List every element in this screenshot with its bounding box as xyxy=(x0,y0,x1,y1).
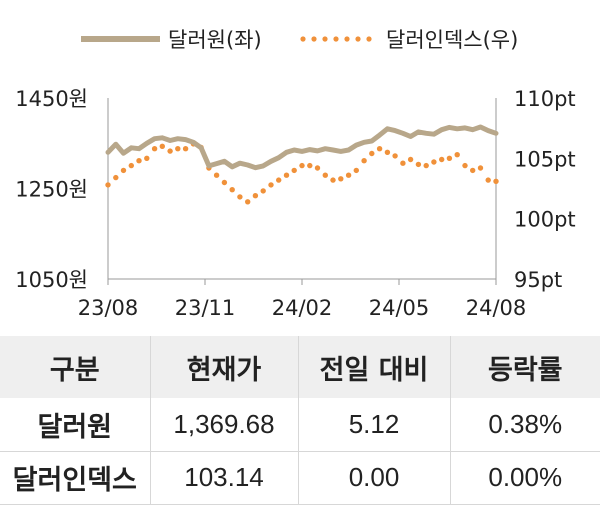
dxy-point xyxy=(400,160,406,166)
header-category: 구분 xyxy=(0,336,151,398)
row-daily-change: 5.12 xyxy=(298,398,451,451)
x-tick-label: 24/05 xyxy=(369,296,430,320)
dxy-point xyxy=(338,176,344,182)
legend-swatch-dot-dxy xyxy=(322,36,328,42)
dxy-point xyxy=(314,165,321,171)
dxy-point xyxy=(144,155,150,161)
header-daily-change: 전일 대비 xyxy=(298,336,451,398)
dxy-point xyxy=(151,146,158,152)
dxy-point xyxy=(105,182,111,188)
exchange-rate-table: 구분 현재가 전일 대비 등락률 달러원 1,369.68 5.12 0.38%… xyxy=(0,336,600,505)
header-change-rate: 등락률 xyxy=(487,354,563,386)
dxy-point xyxy=(477,165,484,171)
dxy-point xyxy=(392,153,398,159)
dxy-point xyxy=(384,149,391,155)
dxy-point xyxy=(260,188,266,194)
legend-swatch-dot-dxy xyxy=(333,36,339,42)
dxy-point xyxy=(245,199,251,205)
dxy-point xyxy=(268,182,274,188)
chart-legend: 달러원(좌) 달러인덱스(우) xyxy=(81,28,518,52)
dxy-point xyxy=(113,174,119,181)
legend-label-usdkrw: 달러원(좌) xyxy=(168,28,262,52)
x-tick-label: 24/02 xyxy=(272,296,333,320)
left-y-axis: 1450원 1250원 1050원 xyxy=(15,87,88,292)
dxy-point xyxy=(128,162,134,169)
x-axis: 23/08 23/11 24/02 24/05 24/08 xyxy=(78,98,527,320)
dxy-point xyxy=(159,143,165,149)
dxy-point xyxy=(470,167,476,174)
dxy-point xyxy=(462,162,468,169)
dxy-point xyxy=(423,162,429,169)
dxy-point xyxy=(369,150,375,157)
exchange-rate-chart: 달러원(좌) 달러인덱스(우) 1450원 1250원 1050원 110pt 105p… xyxy=(15,28,576,320)
usdkrw-line xyxy=(105,124,499,171)
dxy-point xyxy=(330,177,336,183)
dxy-point xyxy=(376,146,383,152)
dxy-point xyxy=(120,167,127,174)
dxy-point xyxy=(454,152,460,158)
row-current-price: 103.14 xyxy=(150,451,299,504)
legend-swatch-dot-dxy xyxy=(344,36,350,42)
dxy-point xyxy=(345,172,352,178)
legend-swatch-dot-dxy xyxy=(311,36,317,42)
row-name: 달러원 xyxy=(0,398,151,451)
dxy-point xyxy=(353,167,359,174)
legend-swatch-dot-dxy xyxy=(300,36,306,42)
row-daily-change: 0.00 xyxy=(298,451,451,504)
dxy-point xyxy=(291,167,297,174)
dxy-point xyxy=(485,177,491,183)
header-current-price: 현재가 xyxy=(150,336,299,398)
chart-series xyxy=(105,124,499,205)
legend-swatch-dot-dxy xyxy=(355,36,361,42)
dxy-point xyxy=(439,156,445,163)
dxy-point xyxy=(221,179,228,186)
x-tick-label: 23/11 xyxy=(175,296,236,320)
y-right-tick-label: 105pt xyxy=(514,147,576,171)
legend-swatch-dot-dxy xyxy=(366,36,372,42)
y-left-tick-label: 1250원 xyxy=(15,178,88,202)
legend-label-dxy: 달러인덱스(우) xyxy=(386,28,518,52)
dxy-point xyxy=(182,146,189,152)
dxy-point xyxy=(493,178,499,184)
dxy-point xyxy=(213,172,220,178)
table-row: 달러원 1,369.68 5.12 0.38% xyxy=(0,398,600,451)
dxy-point xyxy=(136,158,142,164)
dxy-point xyxy=(229,187,235,193)
dxy-point xyxy=(361,158,367,164)
y-right-tick-label: 100pt xyxy=(514,208,576,232)
y-left-tick-label: 1050원 xyxy=(15,268,88,292)
row-current-price: 1,369.68 xyxy=(150,398,299,451)
dxy-point xyxy=(407,156,414,163)
dxy-point xyxy=(283,172,290,178)
dxy-point xyxy=(307,162,313,169)
y-right-tick-label: 110pt xyxy=(514,87,576,111)
dxy-point xyxy=(175,146,181,152)
dxy-point xyxy=(415,161,422,168)
table-header-row: 구분 현재가 전일 대비 등락률 xyxy=(0,336,600,398)
right-y-axis: 110pt 105pt 100pt 95pt xyxy=(514,87,576,292)
dxy-point xyxy=(252,193,259,199)
x-tick-label: 24/08 xyxy=(466,296,527,320)
y-right-tick-label: 95pt xyxy=(514,268,562,292)
row-change-rate: 0.38% xyxy=(488,408,563,439)
y-left-tick-label: 1450원 xyxy=(15,87,88,111)
dxy-point xyxy=(276,177,282,183)
row-change-rate: 0.00% xyxy=(488,462,563,492)
dxy-point xyxy=(237,194,243,200)
dxy-point xyxy=(431,159,437,165)
dxy-point xyxy=(322,172,328,178)
dxy-point xyxy=(299,162,305,169)
x-tick-label: 23/08 xyxy=(78,296,139,320)
row-name: 달러인덱스 xyxy=(0,451,151,504)
dxy-point xyxy=(167,148,173,154)
dxy-point xyxy=(446,155,453,161)
table-row: 달러인덱스 103.14 0.00 0.00% xyxy=(0,451,600,504)
